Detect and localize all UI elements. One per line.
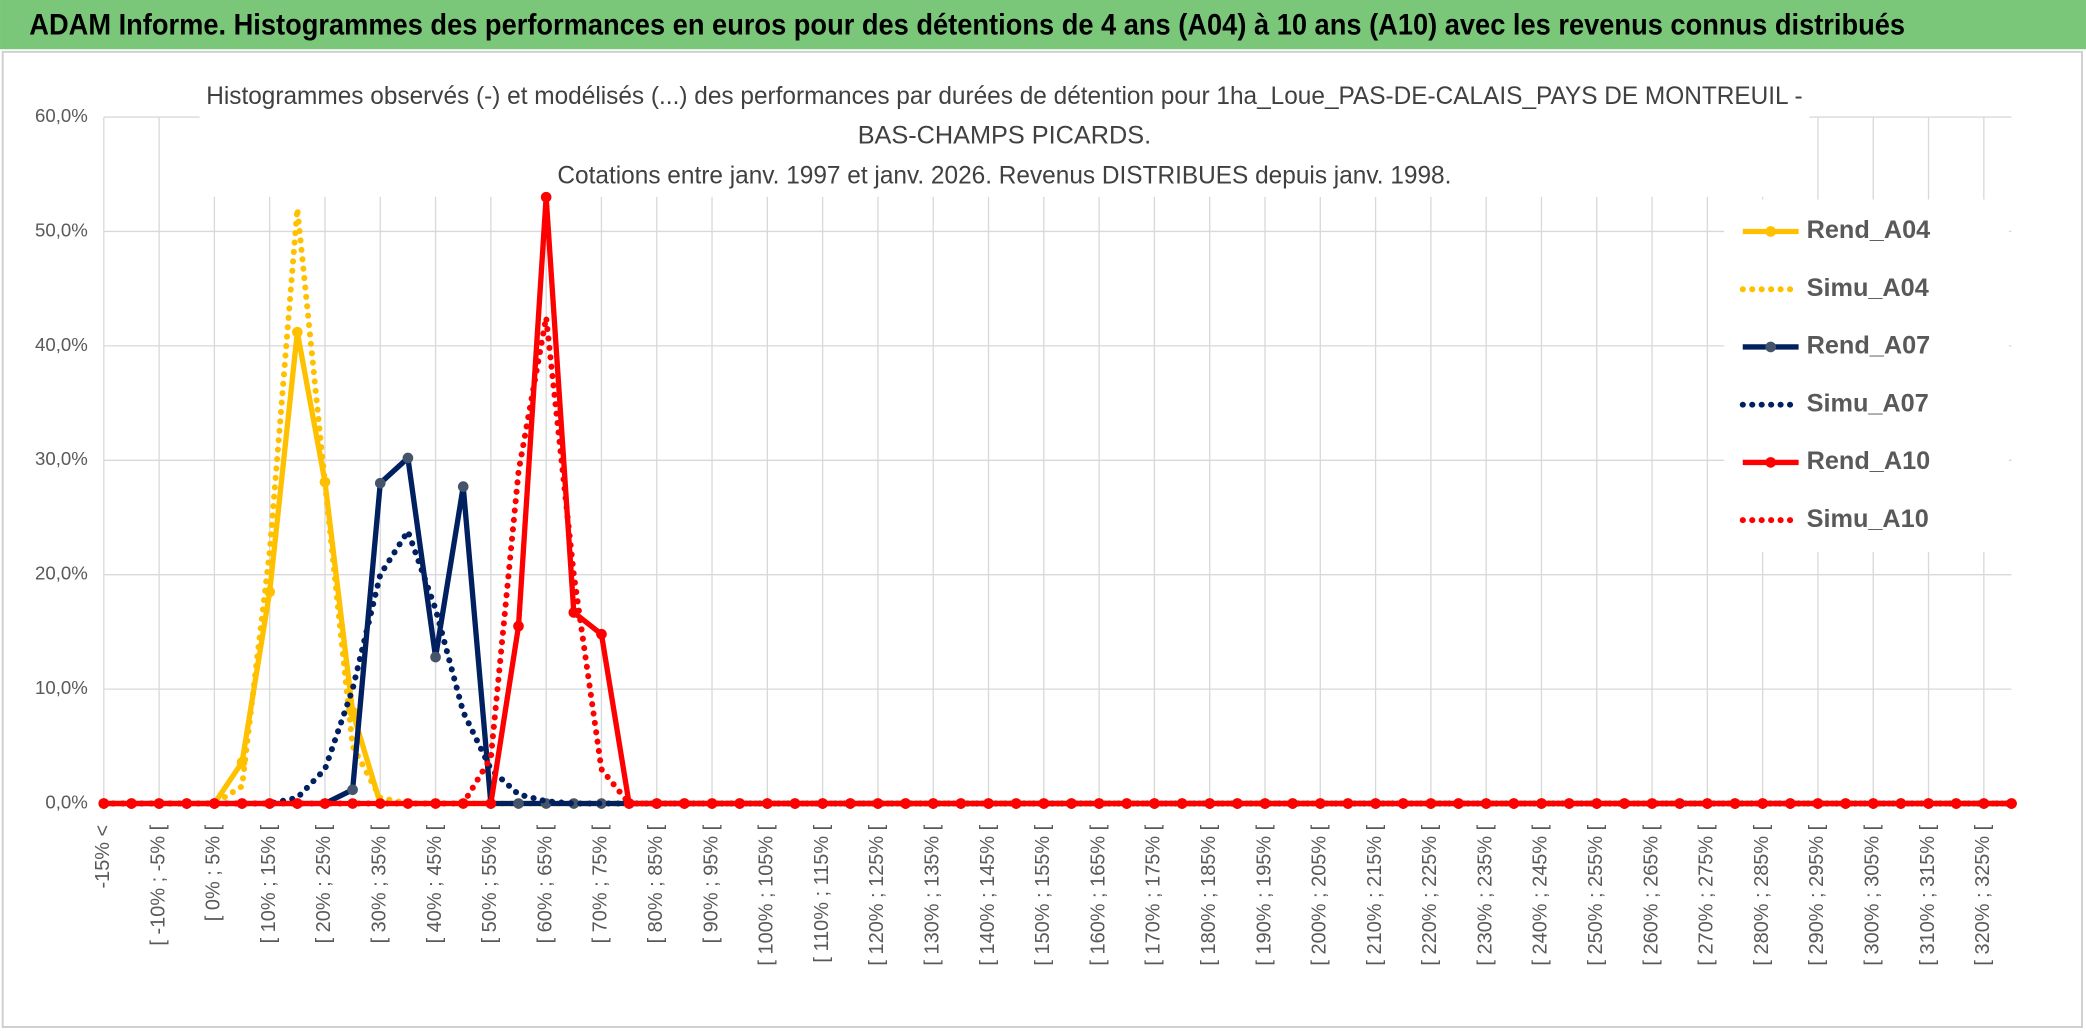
x-tick-label: [ 30% ; 35% [: [369, 824, 391, 943]
data-point: [2006, 798, 2017, 809]
title-box: [199, 77, 1810, 197]
y-tick-label: 20,0%: [35, 563, 88, 584]
x-tick-label: [ 260% ; 265% [: [1640, 824, 1662, 965]
legend-marker: [1765, 226, 1777, 237]
x-tick-label: [ 240% ; 245% [: [1530, 824, 1552, 965]
y-tick-label: 0,0%: [45, 791, 87, 812]
legend-marker: [1765, 457, 1777, 468]
x-tick-label: -15% <: [92, 825, 114, 889]
x-tick-label: [ 170% ; 175% [: [1143, 824, 1165, 965]
legend-label: Simu_A10: [1807, 505, 1929, 533]
data-point: [540, 191, 552, 203]
data-point: [679, 798, 690, 809]
x-tick-label: [ 20% ; 25% [: [313, 824, 335, 943]
data-point: [1784, 798, 1796, 809]
x-tick-label: [ 130% ; 135% [: [921, 824, 943, 965]
chart-title: Histogrammes observés (-) et modélisés (…: [206, 82, 1802, 110]
x-tick-label: [ 270% ; 275% [: [1696, 824, 1718, 965]
x-tick-label: [ 90% ; 95% [: [700, 824, 722, 943]
data-point: [292, 798, 303, 809]
data-point: [1066, 798, 1077, 809]
data-point: [651, 798, 663, 809]
x-tick-label: [ 180% ; 185% [: [1198, 824, 1220, 965]
x-tick-label: [ 300% ; 305% [: [1862, 824, 1884, 965]
x-tick-label: [ 0% ; 5% [: [203, 824, 225, 921]
data-point: [1812, 798, 1824, 809]
chart-frame: [1, 50, 2083, 1029]
x-tick-label: [ 60% ; 65% [: [534, 824, 556, 943]
x-tick-label: [ 120% ; 125% [: [866, 824, 888, 965]
x-tick-label: [ 200% ; 205% [: [1309, 824, 1331, 965]
data-point: [485, 798, 497, 809]
x-tick-label: [ 70% ; 75% [: [590, 824, 612, 943]
header-band: [0, 0, 2086, 50]
x-tick-label: [ 290% ; 295% [: [1806, 824, 1828, 965]
x-tick-label: [ 50% ; 55% [: [479, 824, 501, 943]
x-tick-label: [ 190% ; 195% [: [1253, 824, 1275, 965]
x-tick-label: [ 250% ; 255% [: [1585, 824, 1607, 965]
chart-title: Cotations entre janv. 1997 et janv. 2026…: [557, 162, 1451, 190]
plot: [98, 191, 2017, 809]
data-point: [513, 798, 524, 809]
x-tick-label: [ 210% ; 215% [: [1364, 824, 1386, 965]
x-tick-label: [ 110% ; 115% [: [811, 824, 833, 962]
legend-marker: [1765, 341, 1777, 353]
legend-label: Rend_A07: [1807, 332, 1931, 360]
legend: Rend_A04 Simu_A04 Rend_A07 Simu_A07 Rend_A10…: [1739, 216, 1931, 533]
y-tick-label: 60,0%: [35, 105, 88, 126]
chart-title: BAS-CHAMPS PICARDS.: [858, 122, 1151, 150]
legend-label: Rend_A04: [1807, 216, 1931, 244]
x-tick-label: [ 230% ; 235% [: [1474, 824, 1496, 965]
data-point: [1425, 798, 1437, 809]
x-tick-label: [ -10% ; -5% [: [147, 824, 169, 945]
data-point: [1038, 798, 1050, 809]
y-tick-label: 50,0%: [35, 219, 88, 240]
x-tick-label: [ 140% ; 145% [: [977, 824, 999, 965]
data-point: [513, 620, 524, 632]
x-tick-label: [ 160% ; 165% [: [1087, 824, 1109, 965]
y-tick-label: 40,0%: [35, 334, 88, 355]
legend-label: Rend_A10: [1807, 447, 1931, 475]
series-line: [100, 314, 2015, 807]
data-point: [596, 628, 607, 640]
x-tick-label: [ 320% ; 325% [: [1972, 824, 1994, 965]
x-tick-label: [ 40% ; 45% [: [424, 824, 446, 943]
legend-label: Simu_A07: [1807, 389, 1929, 417]
x-tick-label: [ 10% ; 15% [: [258, 824, 280, 943]
data-point: [292, 326, 303, 338]
legend-label: Simu_A04: [1807, 274, 1929, 302]
data-point: [457, 481, 469, 492]
x-tick-label: [ 80% ; 85% [: [645, 824, 667, 943]
y-tick-label: 30,0%: [35, 448, 88, 469]
data-point: [374, 477, 386, 489]
x-tick-label: [ 100% ; 105% [: [756, 824, 778, 965]
legend-box: [1724, 199, 2009, 553]
data-point: [402, 452, 414, 464]
data-point: [430, 651, 441, 663]
y-tick-label: 10,0%: [35, 677, 88, 698]
data-point: [347, 784, 358, 796]
data-point: [264, 798, 275, 809]
page-title: ADAM Informe. Histogrammes des performan…: [29, 9, 1905, 41]
x-tick-label: [ 220% ; 225% [: [1419, 824, 1441, 965]
x-tick-label: [ 280% ; 285% [: [1751, 824, 1773, 965]
x-tick-label: [ 310% ; 315% [: [1917, 824, 1939, 965]
x-tick-label: [ 150% ; 155% [: [1032, 824, 1054, 965]
